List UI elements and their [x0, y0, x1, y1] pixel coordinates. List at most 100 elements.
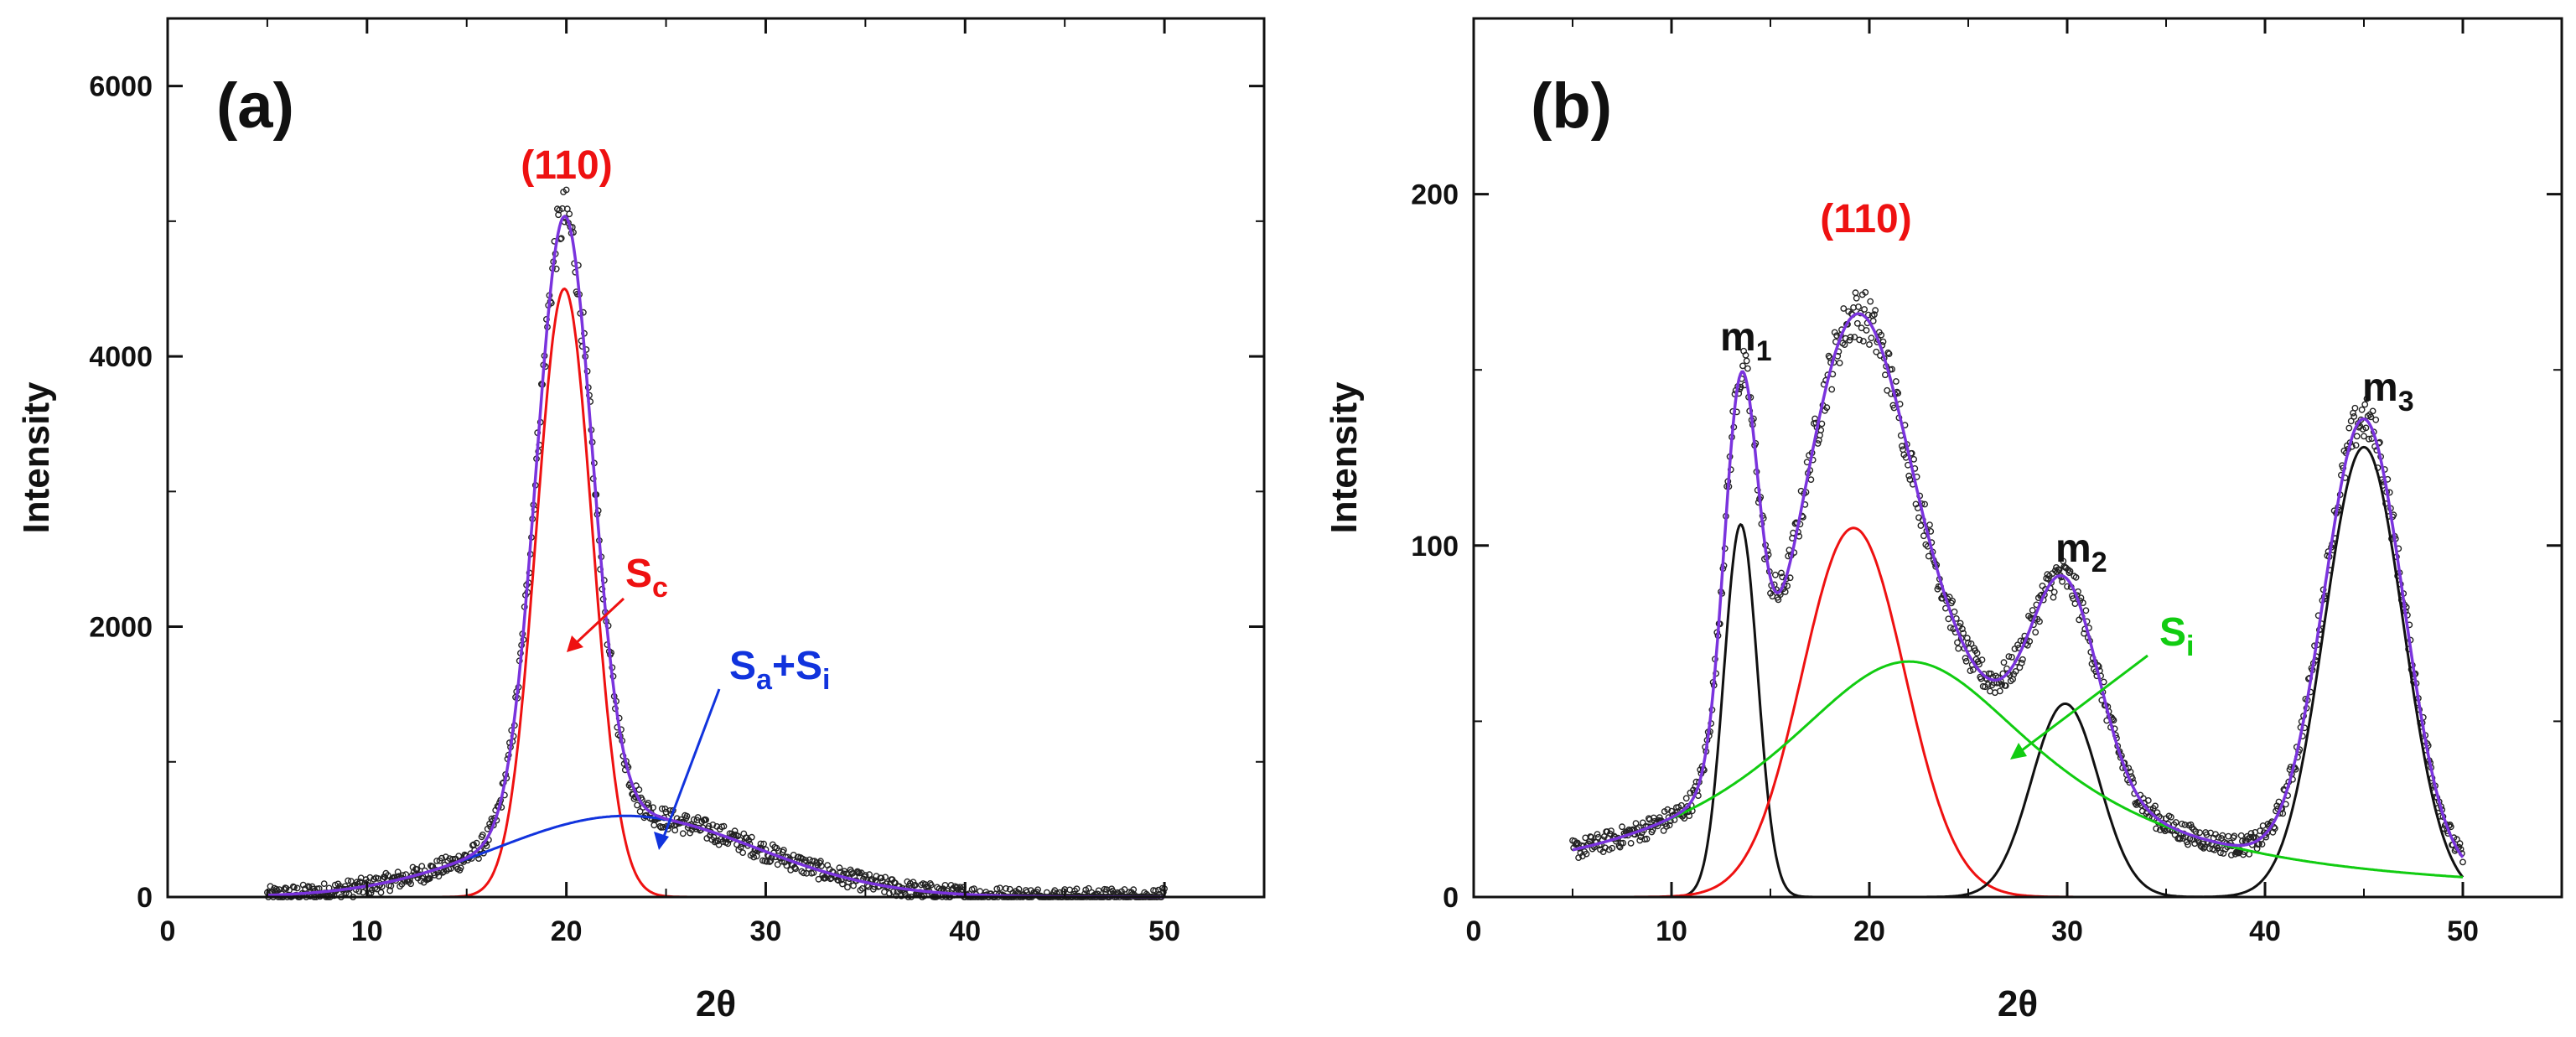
- y-tick-label: 4000: [89, 341, 153, 373]
- data-point: [1625, 826, 1633, 833]
- si-arrow-head: [2010, 743, 2027, 760]
- series-m1-curve: [1573, 522, 2463, 899]
- data-point: [1925, 552, 1932, 560]
- data-point: [636, 808, 644, 815]
- data-point: [818, 863, 825, 869]
- m3-subscript: 3: [2398, 386, 2414, 417]
- data-point: [2279, 810, 2287, 817]
- data-point: [1960, 630, 1967, 637]
- data-point: [2029, 607, 2036, 614]
- data-point: [750, 853, 758, 861]
- data-point: [1922, 541, 1930, 548]
- data-point: [1957, 620, 1964, 627]
- data-point: [1976, 661, 1983, 668]
- data-point: [634, 801, 640, 809]
- data-point: [2196, 829, 2204, 837]
- data-point: [1643, 835, 1651, 843]
- data-point: [1743, 357, 1750, 365]
- data-point: [360, 889, 366, 896]
- data-point: [433, 858, 440, 864]
- data-point: [2012, 668, 2019, 675]
- data-point: [1781, 588, 1789, 595]
- data-point: [1967, 667, 1974, 674]
- data-point: [1815, 437, 1822, 444]
- data-point: [2072, 573, 2080, 581]
- data-point: [2153, 825, 2160, 832]
- x-tick-label: 50: [1148, 915, 1180, 947]
- m2-label: m2: [2055, 526, 2107, 578]
- data-point: [2172, 819, 2179, 826]
- data-point: [1900, 446, 1907, 454]
- data-point: [862, 872, 869, 879]
- data-point: [289, 883, 297, 890]
- series-s-i-curve: [1572, 660, 2464, 879]
- data-point: [1846, 336, 1853, 344]
- data-point: [1152, 887, 1159, 894]
- data-point: [679, 830, 687, 837]
- y-tick-label: 200: [1411, 179, 1459, 211]
- data-point: [394, 868, 402, 876]
- data-point: [2456, 840, 2464, 848]
- x-tick-label: 40: [2249, 915, 2281, 947]
- data-point: [1588, 833, 1595, 841]
- m2-subscript: 2: [2091, 547, 2107, 578]
- data-point: [483, 843, 490, 849]
- data-point: [1855, 303, 1862, 310]
- data-point: [1872, 307, 1879, 314]
- data-point: [1965, 639, 1972, 646]
- data-point: [2203, 831, 2211, 838]
- data-point: [2167, 813, 2174, 821]
- sc-main: S: [625, 552, 652, 596]
- data-point: [435, 873, 443, 880]
- data-point: [397, 883, 403, 890]
- data-point: [1853, 294, 1860, 302]
- data-point: [1686, 812, 1693, 819]
- data-point: [1892, 378, 1900, 385]
- data-point: [1864, 311, 1872, 319]
- si-main: S: [796, 644, 822, 688]
- data-point: [367, 889, 375, 897]
- data-point: [1889, 366, 1896, 373]
- panel-b-y-axis-label: Intensity: [1324, 381, 1365, 533]
- data-point: [1910, 456, 1918, 463]
- x-tick-label: 30: [2051, 915, 2083, 947]
- data-point: [1085, 884, 1092, 892]
- plus-sign: +: [772, 644, 796, 688]
- data-point: [1818, 420, 1826, 428]
- data-point: [473, 839, 480, 847]
- data-point: [2365, 435, 2372, 443]
- data-point: [1836, 360, 1843, 366]
- data-point: [835, 877, 842, 884]
- data-point: [1616, 843, 1624, 851]
- data-point: [702, 817, 709, 823]
- x-tick-label: 0: [160, 915, 176, 947]
- data-point: [2358, 406, 2366, 413]
- data-point: [413, 866, 421, 873]
- data-point: [1946, 624, 1954, 631]
- data-point: [1003, 885, 1009, 892]
- data-point: [1998, 681, 2006, 688]
- data-point: [2363, 395, 2371, 402]
- data-point: [635, 786, 643, 793]
- data-point: [479, 832, 486, 838]
- data-point: [1861, 306, 1869, 313]
- panel-a-x-axis-label: 2θ: [696, 983, 736, 1024]
- data-point: [2050, 588, 2058, 596]
- data-point: [2240, 851, 2247, 858]
- data-point: [1853, 319, 1861, 327]
- si-main: S: [2159, 610, 2186, 655]
- data-point: [1847, 334, 1854, 341]
- si-subscript: i: [822, 664, 830, 696]
- data-point: [2257, 827, 2264, 834]
- experimental-data-points: [263, 186, 1169, 900]
- data-point: [878, 874, 885, 882]
- data-point: [2152, 802, 2159, 810]
- data-point: [1969, 666, 1977, 673]
- data-point: [1996, 687, 2003, 695]
- data-point: [2231, 832, 2238, 840]
- data-point: [1771, 571, 1779, 578]
- m3-label: m3: [2362, 366, 2414, 417]
- data-point: [1962, 658, 1970, 665]
- x-tick-label: 10: [1656, 915, 1687, 947]
- data-point: [748, 833, 755, 841]
